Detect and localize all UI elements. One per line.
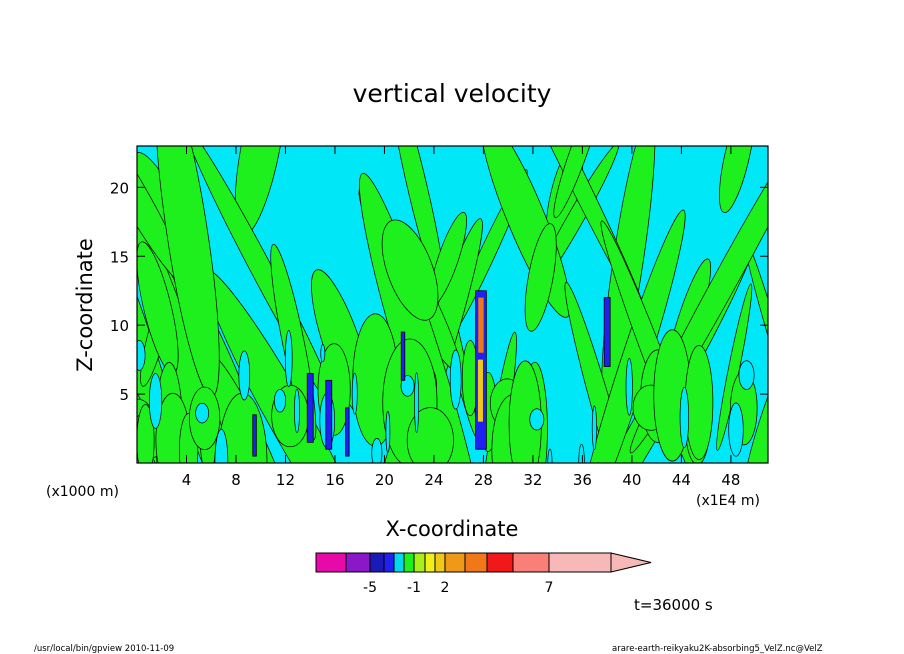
contour-region (325, 379, 333, 450)
contour-region (742, 321, 768, 463)
x-tick-label: 36 (573, 471, 592, 489)
x-tick-label: 20 (375, 471, 394, 489)
contour-region (381, 219, 439, 321)
contour-region (238, 350, 251, 401)
x-axis: 4 8 12 16 20 24 28 32 36 40 44 48 (182, 146, 740, 489)
contour-region (320, 344, 326, 363)
colorbar-swatch (403, 552, 415, 573)
chart-title: vertical velocity (353, 79, 552, 108)
contour-region (684, 345, 714, 460)
plot-area (56, 145, 769, 561)
contour-region (294, 388, 300, 434)
colorbar-swatch (486, 552, 514, 573)
contour-region (252, 414, 257, 457)
colorbar-swatch (413, 552, 426, 573)
y-tick-label: 10 (110, 317, 129, 335)
contour-region (274, 389, 287, 413)
contour-region (137, 404, 155, 463)
contour-region (547, 448, 553, 463)
contour-region (400, 331, 406, 381)
colorbar-swatch (512, 552, 550, 573)
contour-region (400, 375, 415, 397)
colorbar-swatch (315, 552, 347, 573)
contour-region (449, 349, 462, 410)
contour-region (603, 297, 611, 367)
colorbar-swatch (393, 552, 405, 573)
contour-region (385, 410, 391, 453)
colorbar-swatch (434, 552, 446, 573)
x-tick-label: 16 (325, 471, 344, 489)
x-tick-label: 4 (182, 471, 192, 489)
time-label: t=36000 s (634, 596, 713, 614)
contour-region (719, 146, 756, 213)
contour-region (625, 358, 633, 416)
contour-region (738, 360, 755, 390)
colorbar-swatch (383, 552, 395, 573)
x-tick-label: 8 (231, 471, 241, 489)
contour-region (414, 372, 420, 433)
colorbar-label: 2 (441, 580, 450, 596)
y-axis-label: Z-coordinate (73, 238, 97, 372)
contour-region (524, 223, 557, 332)
colorbar: -5 -1 2 7 (315, 552, 652, 596)
contour-fields (56, 146, 768, 561)
x-tick-label: 40 (622, 471, 641, 489)
y-tick-label: 20 (110, 179, 129, 197)
contour-region (195, 402, 210, 424)
contour-region (214, 428, 229, 463)
contour-region (406, 407, 454, 463)
x-tick-label: 28 (474, 471, 493, 489)
colorbar-swatch (424, 552, 436, 573)
x-tick-label: 48 (721, 471, 740, 489)
x-tick-label: 32 (523, 471, 542, 489)
x-unit-left: (x1000 m) (46, 484, 119, 500)
contour-region (728, 402, 744, 457)
contour-region (371, 438, 383, 463)
footer-left: /usr/local/bin/gpview 2010-11-09 (34, 644, 174, 654)
contour-region (148, 373, 163, 429)
colorbar-swatch (369, 552, 385, 573)
contour-region (478, 297, 484, 353)
x-unit-right: (x1E4 m) (696, 493, 760, 509)
x-tick-label: 44 (672, 471, 691, 489)
x-tick-label: 24 (424, 471, 443, 489)
colorbar-label: -5 (363, 580, 377, 596)
contour-region (345, 407, 350, 457)
colorbar-label: -1 (407, 580, 421, 596)
colorbar-swatch (464, 552, 488, 573)
plot-frame (136, 145, 769, 464)
contour-region (477, 359, 483, 422)
x-axis-label: X-coordinate (386, 517, 519, 541)
y-tick-label: 15 (110, 248, 129, 266)
contour-region (553, 146, 604, 218)
y-axis: 5 10 15 20 (110, 179, 768, 404)
contour-region (284, 330, 293, 388)
y-tick-label: 5 (119, 386, 129, 404)
colorbar-swatch (345, 552, 371, 573)
contour-region (529, 408, 545, 431)
colorbar-swatch (444, 552, 466, 573)
contour-region (306, 373, 314, 443)
contour-region (56, 359, 147, 561)
x-tick-label: 12 (276, 471, 295, 489)
colorbar-label: 7 (545, 580, 554, 596)
contour-region (679, 386, 690, 448)
colorbar-swatch (548, 552, 612, 573)
contour-region (137, 340, 146, 371)
colorbar-arrow (610, 552, 652, 573)
contour-region (591, 405, 597, 451)
footer-right: arare-earth-reikyaku2K-absorbing5_VelZ.n… (612, 644, 823, 654)
contour-region (351, 372, 358, 415)
contour-region (578, 443, 585, 463)
